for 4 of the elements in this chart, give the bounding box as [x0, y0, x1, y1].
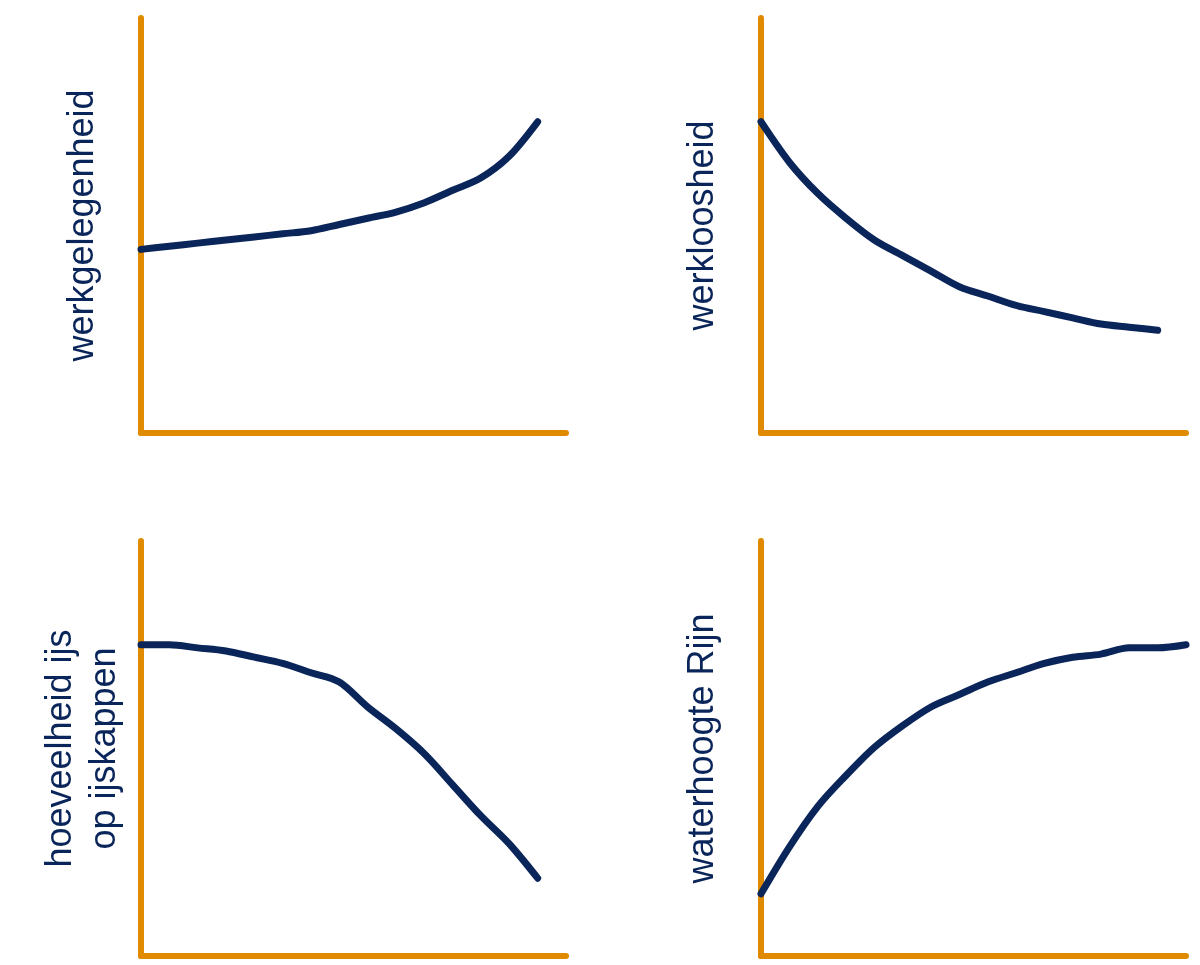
y-axis-title: werkgelegenheid	[60, 89, 101, 363]
y-axis-title: waterhoogte Rijn	[680, 613, 721, 885]
y-axis-title: werkloosheid	[680, 120, 721, 332]
y-axis-title: hoeveelheid ijs op ijskappen	[38, 629, 123, 868]
